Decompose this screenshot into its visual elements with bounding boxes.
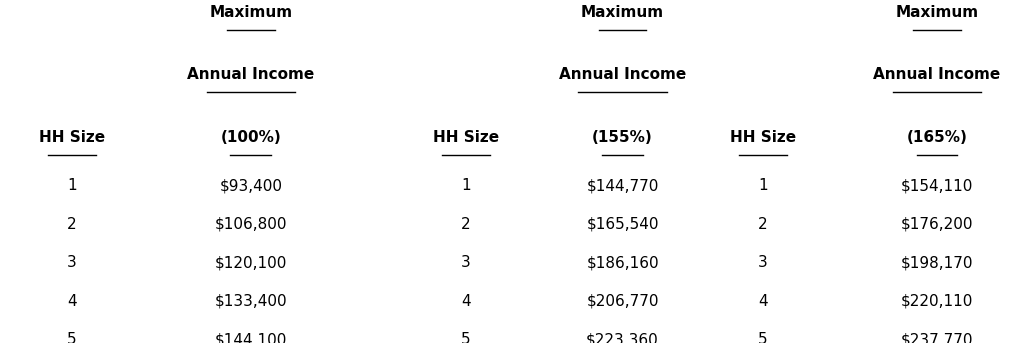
Text: 4: 4 [461,294,471,309]
Text: (165%): (165%) [906,130,968,145]
Text: HH Size: HH Size [433,130,499,145]
Text: 4: 4 [758,294,768,309]
Text: 2: 2 [461,217,471,232]
Text: 3: 3 [67,255,77,270]
Text: $144,100: $144,100 [215,332,287,343]
Text: Maximum: Maximum [581,5,665,20]
Text: $106,800: $106,800 [215,217,287,232]
Text: (100%): (100%) [220,130,282,145]
Text: 2: 2 [67,217,77,232]
Text: 1: 1 [67,178,77,193]
Text: $133,400: $133,400 [215,294,287,309]
Text: Annual Income: Annual Income [559,67,686,82]
Text: 5: 5 [758,332,768,343]
Text: $176,200: $176,200 [901,217,973,232]
Text: $223,360: $223,360 [586,332,659,343]
Text: 1: 1 [461,178,471,193]
Text: 1: 1 [758,178,768,193]
Text: Maximum: Maximum [209,5,293,20]
Text: 3: 3 [461,255,471,270]
Text: $93,400: $93,400 [219,178,283,193]
Text: $165,540: $165,540 [587,217,658,232]
Text: $154,110: $154,110 [901,178,973,193]
Text: HH Size: HH Size [730,130,796,145]
Text: 5: 5 [461,332,471,343]
Text: $237,770: $237,770 [901,332,973,343]
Text: $144,770: $144,770 [587,178,658,193]
Text: Maximum: Maximum [895,5,979,20]
Text: 5: 5 [67,332,77,343]
Text: $206,770: $206,770 [587,294,658,309]
Text: HH Size: HH Size [39,130,104,145]
Text: 2: 2 [758,217,768,232]
Text: $120,100: $120,100 [215,255,287,270]
Text: 4: 4 [67,294,77,309]
Text: $186,160: $186,160 [587,255,658,270]
Text: Annual Income: Annual Income [187,67,314,82]
Text: $198,170: $198,170 [901,255,973,270]
Text: $220,110: $220,110 [901,294,973,309]
Text: 3: 3 [758,255,768,270]
Text: Annual Income: Annual Income [873,67,1000,82]
Text: (155%): (155%) [592,130,653,145]
